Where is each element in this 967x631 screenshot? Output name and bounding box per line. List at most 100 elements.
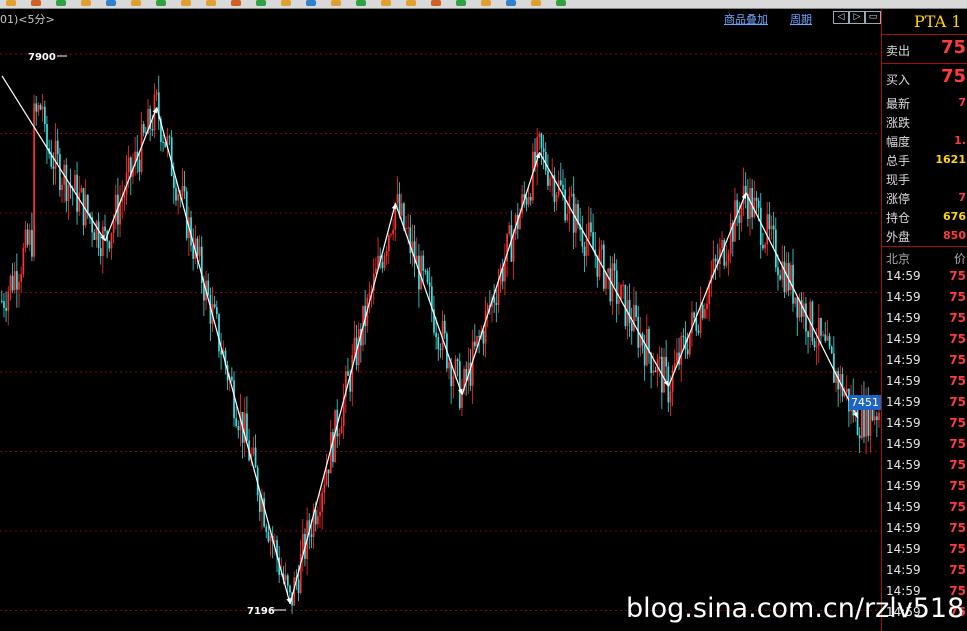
candle-body bbox=[648, 329, 650, 353]
nav-prev-button[interactable]: ◁ bbox=[833, 11, 849, 24]
candle-body bbox=[383, 255, 386, 269]
candle-body bbox=[145, 132, 147, 134]
watermark: blog.sina.com.cn/rzlv518 bbox=[626, 593, 965, 624]
candle-body bbox=[95, 221, 98, 241]
candle-body bbox=[452, 376, 455, 387]
candle-body bbox=[50, 153, 53, 167]
toolbar-icon[interactable] bbox=[31, 0, 41, 6]
candle-body bbox=[9, 275, 12, 292]
toolbar-icon[interactable] bbox=[106, 0, 116, 6]
candle-body bbox=[192, 245, 195, 259]
candle-body bbox=[792, 265, 794, 304]
candle-body bbox=[338, 433, 341, 437]
candle-body bbox=[132, 166, 134, 177]
candle-body bbox=[396, 194, 399, 203]
toolbar-icon[interactable] bbox=[131, 0, 141, 6]
candle-body bbox=[551, 175, 554, 179]
candle-body bbox=[278, 557, 281, 575]
candle-body bbox=[639, 333, 642, 348]
candle-body bbox=[779, 275, 781, 280]
symbol-title: PTA 1 bbox=[914, 12, 962, 31]
candle-body bbox=[523, 194, 526, 198]
candle-body bbox=[861, 399, 863, 439]
toolbar-icon[interactable] bbox=[406, 0, 416, 6]
overlay-link[interactable]: 商品叠加 bbox=[724, 13, 768, 26]
last-price-tag: 7451 bbox=[849, 395, 881, 410]
candle-body bbox=[134, 151, 136, 167]
candle-body bbox=[431, 286, 433, 310]
tick-row: 14:59 75 bbox=[882, 539, 967, 560]
toolbar-icon[interactable] bbox=[456, 0, 466, 6]
candle-body bbox=[818, 318, 820, 346]
nav-next-button[interactable]: ▷ bbox=[849, 11, 865, 24]
toolbar-icon[interactable] bbox=[156, 0, 166, 6]
tick-price: 75 bbox=[949, 584, 966, 598]
candle-body bbox=[267, 531, 270, 542]
toolbar-icon[interactable] bbox=[206, 0, 216, 6]
candle-body bbox=[409, 227, 412, 254]
toolbar-icon[interactable] bbox=[381, 0, 391, 6]
candle-body bbox=[465, 368, 468, 381]
nav-expand-button[interactable]: ▭ bbox=[865, 11, 881, 24]
candle-body bbox=[114, 194, 117, 222]
toolbar-icon[interactable] bbox=[256, 0, 266, 6]
toolbar-icon[interactable] bbox=[481, 0, 491, 6]
cycle-link[interactable]: 周期 bbox=[790, 13, 812, 26]
candle-body bbox=[18, 281, 20, 290]
candle-body bbox=[869, 405, 872, 436]
candle-body bbox=[259, 495, 261, 512]
toolbar-icon[interactable] bbox=[281, 0, 291, 6]
tick-row: 14:59 75 bbox=[882, 476, 967, 497]
kline-chart[interactable]: 7900 7196 bbox=[0, 27, 880, 631]
candle-body bbox=[753, 197, 756, 218]
candle-body bbox=[1, 300, 3, 302]
buy-row[interactable]: 买入 75 bbox=[882, 63, 967, 92]
candle-body bbox=[321, 492, 324, 512]
candle-body bbox=[501, 267, 504, 282]
toolbar-icon[interactable] bbox=[556, 0, 566, 6]
candle-body bbox=[512, 234, 515, 262]
candle-body bbox=[243, 413, 246, 443]
sell-row[interactable]: 卖出 75 bbox=[882, 34, 967, 63]
candle-body bbox=[93, 232, 96, 241]
candle-body bbox=[828, 336, 831, 347]
toolbar-icon[interactable] bbox=[531, 0, 541, 6]
candle-body bbox=[824, 334, 827, 341]
tick-time: 14:59 bbox=[886, 584, 921, 598]
candle-body bbox=[448, 362, 450, 369]
candle-body bbox=[865, 394, 867, 437]
candle-body bbox=[600, 244, 603, 250]
candle-body bbox=[841, 374, 844, 397]
tick-time: 14:59 bbox=[886, 437, 921, 451]
candle-body bbox=[308, 520, 311, 535]
candle-body bbox=[26, 229, 29, 245]
toolbar-icon[interactable] bbox=[56, 0, 66, 6]
candle-body bbox=[800, 300, 803, 317]
tick-price: 75 bbox=[949, 542, 966, 556]
tick-time: 14:59 bbox=[886, 605, 921, 619]
candle-body bbox=[630, 322, 633, 331]
candle-body bbox=[478, 336, 480, 338]
toolbar-icon[interactable] bbox=[181, 0, 191, 6]
tick-price: 75 bbox=[949, 290, 966, 304]
candle-body bbox=[519, 213, 521, 230]
toolbar-icon[interactable] bbox=[356, 0, 366, 6]
zigzag-segment bbox=[667, 192, 747, 387]
toolbar-icon[interactable] bbox=[231, 0, 241, 6]
period-label[interactable]: 01)<5分> bbox=[0, 13, 55, 26]
toolbar-icon[interactable] bbox=[331, 0, 341, 6]
candle-body bbox=[867, 394, 870, 436]
candle-body bbox=[443, 321, 446, 334]
candle-body bbox=[652, 370, 655, 373]
toolbar-icon[interactable] bbox=[81, 0, 91, 6]
candle-body bbox=[203, 282, 205, 301]
candle-body bbox=[16, 271, 18, 290]
toolbar-icon[interactable] bbox=[506, 0, 516, 6]
candle-body bbox=[727, 253, 730, 262]
toolbar-icon[interactable] bbox=[6, 0, 16, 6]
buy-label: 买入 bbox=[886, 73, 911, 87]
toolbar-icon[interactable] bbox=[306, 0, 316, 6]
candle-body bbox=[540, 133, 543, 149]
candle-body bbox=[33, 103, 35, 257]
toolbar-icon[interactable] bbox=[431, 0, 441, 6]
